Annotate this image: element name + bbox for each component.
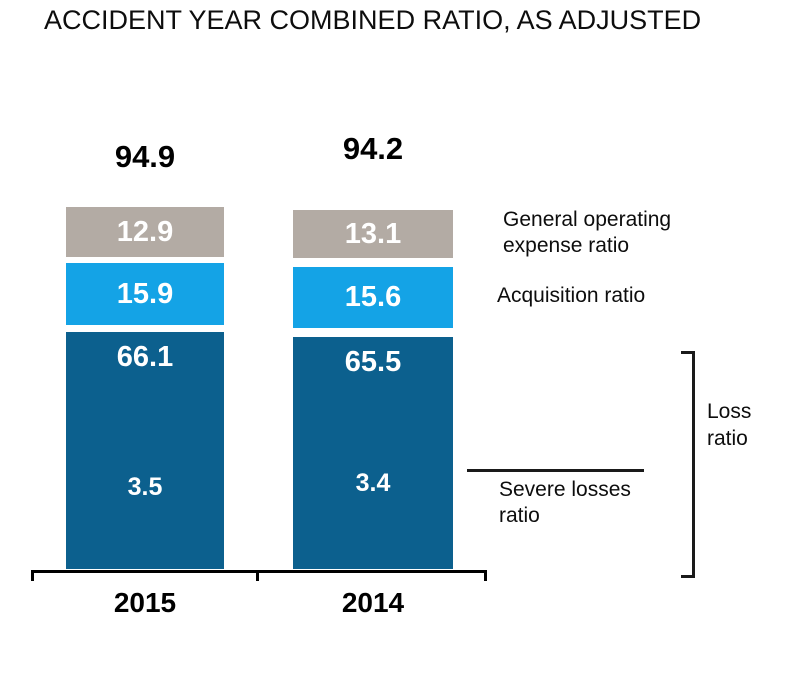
segment-value: 15.6 bbox=[344, 281, 402, 313]
segment-value: 66.1 bbox=[116, 341, 174, 373]
category-label-2015: 2015 bbox=[113, 587, 177, 618]
total-label-2014: 94.2 bbox=[342, 131, 404, 166]
severe-losses-leader-line bbox=[467, 469, 644, 472]
loss-ratio-bracket-vertical bbox=[692, 351, 695, 578]
segment-acquisition-2014: 15.6 bbox=[293, 267, 453, 328]
label-loss-ratio: Loss ratio bbox=[707, 400, 752, 450]
segment-general-operating-expense-2014: 13.1 bbox=[293, 210, 453, 258]
x-axis-line bbox=[31, 570, 487, 573]
segment-value: 65.5 bbox=[344, 346, 402, 378]
label-acquisition-ratio: Acquisition ratio bbox=[497, 284, 646, 307]
category-label-2014: 2014 bbox=[341, 587, 405, 618]
segment-general-operating-expense-2015: 12.9 bbox=[66, 207, 224, 257]
total-label-2015: 94.9 bbox=[114, 139, 176, 174]
segment-value: 12.9 bbox=[116, 215, 174, 248]
label-general-operating-expense-ratio: General operating expense ratio bbox=[503, 208, 672, 257]
severe-losses-value-2014: 3.4 bbox=[355, 469, 391, 497]
x-axis-tick-middle bbox=[256, 570, 259, 581]
chart-title: ACCIDENT YEAR COMBINED RATIO, AS ADJUSTE… bbox=[44, 5, 702, 35]
segment-loss-2015: 66.1 3.5 bbox=[66, 332, 224, 569]
label-severe-losses-ratio: Severe losses ratio bbox=[499, 478, 631, 527]
loss-ratio-bracket-top-arm bbox=[681, 351, 695, 354]
segment-loss-2014: 65.5 3.4 bbox=[293, 337, 453, 569]
segment-acquisition-2015: 15.9 bbox=[66, 263, 224, 325]
x-axis-tick-right bbox=[484, 570, 487, 581]
loss-ratio-bracket-bottom-arm bbox=[681, 575, 695, 578]
segment-value: 13.1 bbox=[344, 217, 402, 250]
segment-value: 15.9 bbox=[116, 277, 174, 310]
x-axis-tick-left bbox=[31, 570, 34, 581]
severe-losses-value-2015: 3.5 bbox=[127, 473, 163, 501]
